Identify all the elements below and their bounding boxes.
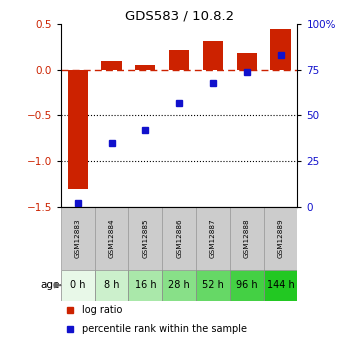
Bar [162,269,196,301]
Bar [264,269,297,301]
Bar [128,269,162,301]
Text: GSM12884: GSM12884 [108,218,115,258]
Bar [230,207,264,269]
Text: 144 h: 144 h [267,280,294,290]
Bar [162,207,196,269]
Bar [196,207,230,269]
Bar [101,61,122,70]
Bar [128,207,162,269]
Text: age: age [41,280,60,290]
Text: GSM12885: GSM12885 [142,218,148,258]
Bar [61,207,95,269]
Text: 8 h: 8 h [104,280,119,290]
Bar [95,207,128,269]
Text: GSM12887: GSM12887 [210,218,216,258]
Text: GSM12888: GSM12888 [244,218,250,258]
Text: percentile rank within the sample: percentile rank within the sample [82,324,247,334]
Text: log ratio: log ratio [82,305,122,315]
Text: 52 h: 52 h [202,280,224,290]
Bar [203,41,223,70]
Bar [95,269,128,301]
Bar [68,70,88,189]
Text: GSM12889: GSM12889 [277,218,284,258]
Bar [264,207,297,269]
Bar [135,65,155,70]
Bar [237,53,257,70]
Text: 0 h: 0 h [70,280,86,290]
Text: 28 h: 28 h [168,280,190,290]
Bar [270,29,291,70]
Text: GSM12886: GSM12886 [176,218,182,258]
Bar [169,50,189,70]
Bar [196,269,230,301]
Title: GDS583 / 10.8.2: GDS583 / 10.8.2 [125,10,234,23]
Bar [61,269,95,301]
Text: 16 h: 16 h [135,280,156,290]
Text: GSM12883: GSM12883 [75,218,81,258]
Bar [230,269,264,301]
Text: 96 h: 96 h [236,280,258,290]
